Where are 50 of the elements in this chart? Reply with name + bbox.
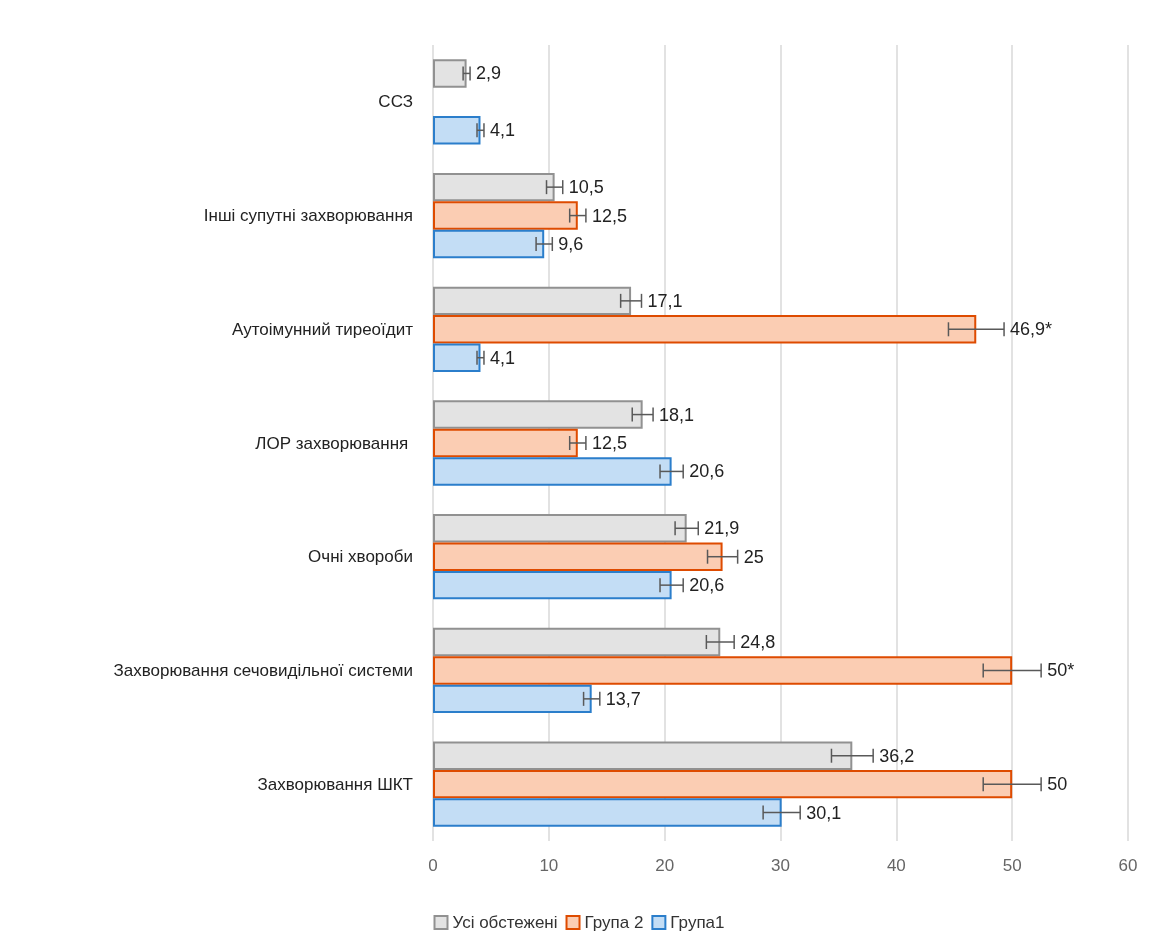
data-label: 50* — [1047, 660, 1075, 681]
y-tick-label: ЛОР захворювання — [255, 433, 413, 453]
bar — [433, 315, 977, 344]
legend-label: Група1 — [670, 913, 725, 932]
bar — [433, 229, 545, 259]
legend-label: Усі обстежені — [452, 913, 558, 932]
data-label: 12,5 — [591, 205, 627, 226]
data-label: 30,1 — [806, 802, 842, 823]
data-label: 12,5 — [591, 433, 627, 453]
x-tick-label: 30 — [771, 856, 790, 875]
y-tick-label: Захворювання ШКТ — [257, 774, 413, 794]
bar — [433, 769, 1013, 799]
data-label: 21,9 — [704, 518, 740, 539]
data-label: 10,5 — [568, 177, 604, 198]
data-label: 13,7 — [605, 688, 641, 709]
bar — [433, 684, 592, 714]
data-label: 9,6 — [558, 234, 584, 254]
bar — [433, 656, 1013, 685]
x-tick-label: 20 — [655, 856, 675, 875]
bar — [433, 457, 672, 486]
data-label: 25 — [743, 546, 764, 567]
bar — [433, 542, 723, 571]
x-tick-label: 60 — [1118, 856, 1138, 875]
y-tick-label: Інші супутні захворювання — [203, 206, 413, 226]
data-label: 20,6 — [689, 461, 725, 482]
data-label: 18,1 — [659, 404, 695, 425]
bar — [433, 428, 578, 458]
data-label: 4,1 — [489, 347, 515, 368]
bar — [433, 201, 578, 230]
data-label: 17,1 — [647, 290, 683, 311]
data-label: 50 — [1047, 774, 1068, 795]
data-label: 4,1 — [489, 120, 515, 141]
bar — [433, 570, 672, 600]
data-label: 20,6 — [689, 575, 725, 596]
y-tick-label: Захворювання сечовидільної системи — [113, 660, 413, 680]
x-tick-label: 50 — [1002, 856, 1022, 875]
data-label: 36,2 — [879, 745, 915, 766]
bar — [433, 798, 782, 827]
y-tick-label: ССЗ — [378, 92, 413, 112]
data-label: 24,8 — [740, 632, 776, 652]
legend-label: Група 2 — [584, 913, 644, 932]
data-label: 46,9* — [1010, 319, 1053, 340]
x-tick-label: 10 — [539, 856, 559, 875]
bar — [433, 116, 481, 145]
y-tick-label: Аутоімунний тиреоїдит — [232, 319, 414, 339]
x-tick-label: 0 — [428, 856, 438, 875]
x-tick-label: 40 — [886, 856, 906, 875]
bar — [433, 343, 481, 372]
y-tick-label: Очні хвороби — [308, 547, 413, 567]
data-label: 2,9 — [476, 63, 502, 84]
